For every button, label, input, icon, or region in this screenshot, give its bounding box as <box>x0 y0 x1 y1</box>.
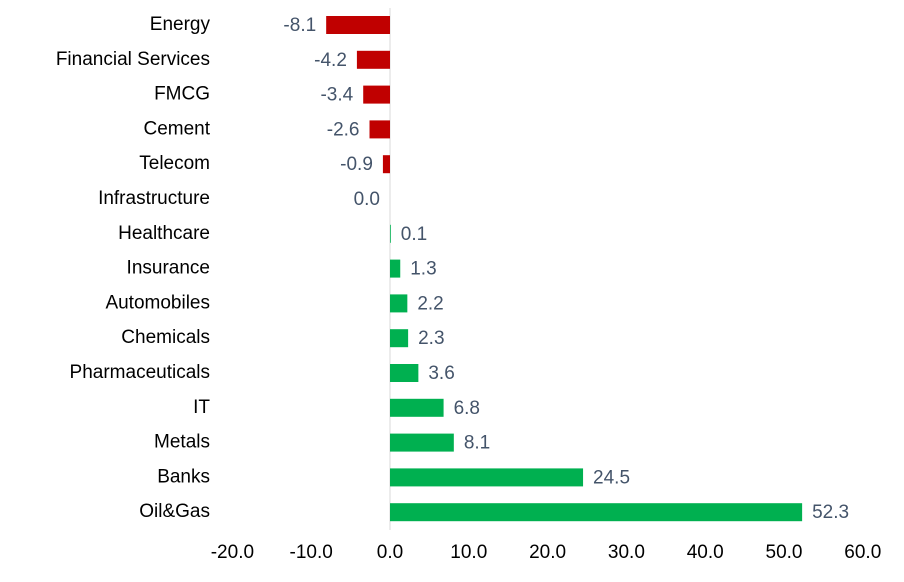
value-label: -2.6 <box>327 119 360 140</box>
y-tick-label: Chemicals <box>121 327 210 348</box>
value-label: 24.5 <box>593 467 630 488</box>
bar <box>390 224 391 243</box>
bar <box>390 259 401 278</box>
x-tick-label: -20.0 <box>211 542 254 563</box>
y-tick-label: Healthcare <box>118 223 210 244</box>
y-tick-label: Metals <box>154 432 210 453</box>
y-tick-label: Financial Services <box>56 49 210 70</box>
y-tick-label: Infrastructure <box>98 188 210 209</box>
x-tick-label: 10.0 <box>450 542 487 563</box>
bar <box>390 364 419 382</box>
value-label: 6.8 <box>454 398 480 419</box>
bar <box>390 433 454 452</box>
bar <box>382 155 390 174</box>
y-tick-label: Banks <box>157 466 210 487</box>
x-tick-label: 20.0 <box>529 542 566 563</box>
y-tick-label: Automobiles <box>105 292 210 313</box>
y-tick-label: FMCG <box>154 84 210 105</box>
x-tick-label: 40.0 <box>687 542 724 563</box>
x-tick-label: 60.0 <box>844 542 881 563</box>
bar <box>369 120 390 139</box>
y-tick-label: Energy <box>150 14 211 35</box>
y-tick-label: Cement <box>143 118 210 139</box>
value-label: -0.9 <box>340 154 373 175</box>
value-label: -8.1 <box>283 15 316 36</box>
y-tick-label: IT <box>193 397 210 418</box>
bar <box>326 16 390 34</box>
value-label: 3.6 <box>428 363 454 384</box>
y-tick-label: Telecom <box>139 153 210 174</box>
bar <box>390 503 803 522</box>
x-tick-label: 50.0 <box>766 542 803 563</box>
bar <box>390 329 409 348</box>
y-tick-label: Oil&Gas <box>139 501 210 522</box>
bar <box>363 85 390 104</box>
y-tick-label: Pharmaceuticals <box>70 362 210 383</box>
bar <box>390 294 408 313</box>
value-label: 52.3 <box>812 502 849 523</box>
x-tick-label: 30.0 <box>608 542 645 563</box>
bar <box>390 468 584 487</box>
value-label: 2.3 <box>418 328 444 349</box>
x-tick-label: 0.0 <box>377 542 403 563</box>
bar <box>356 50 390 69</box>
value-label: -4.2 <box>314 50 347 71</box>
y-tick-label: Insurance <box>127 258 210 279</box>
bar <box>390 398 444 417</box>
value-label: 8.1 <box>464 433 490 454</box>
x-tick-label: -10.0 <box>290 542 333 563</box>
value-label: 0.0 <box>354 189 380 210</box>
value-label: 0.1 <box>401 224 427 245</box>
value-label: 2.2 <box>417 293 443 314</box>
value-label: -3.4 <box>320 85 353 106</box>
value-label: 1.3 <box>410 259 436 280</box>
